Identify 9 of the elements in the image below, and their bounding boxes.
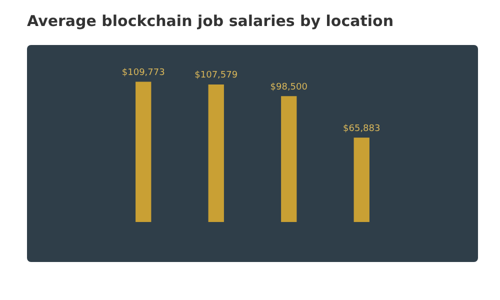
- data-label: $98,500: [270, 82, 308, 92]
- data-label: $109,773: [122, 68, 165, 78]
- bar: [281, 96, 297, 222]
- bar: [208, 84, 224, 222]
- data-label: $107,579: [194, 70, 238, 81]
- chart-title: Average blockchain job salaries by location: [27, 12, 394, 30]
- bar: [354, 138, 370, 222]
- data-label: $65,883: [343, 124, 380, 134]
- bar: [136, 82, 152, 222]
